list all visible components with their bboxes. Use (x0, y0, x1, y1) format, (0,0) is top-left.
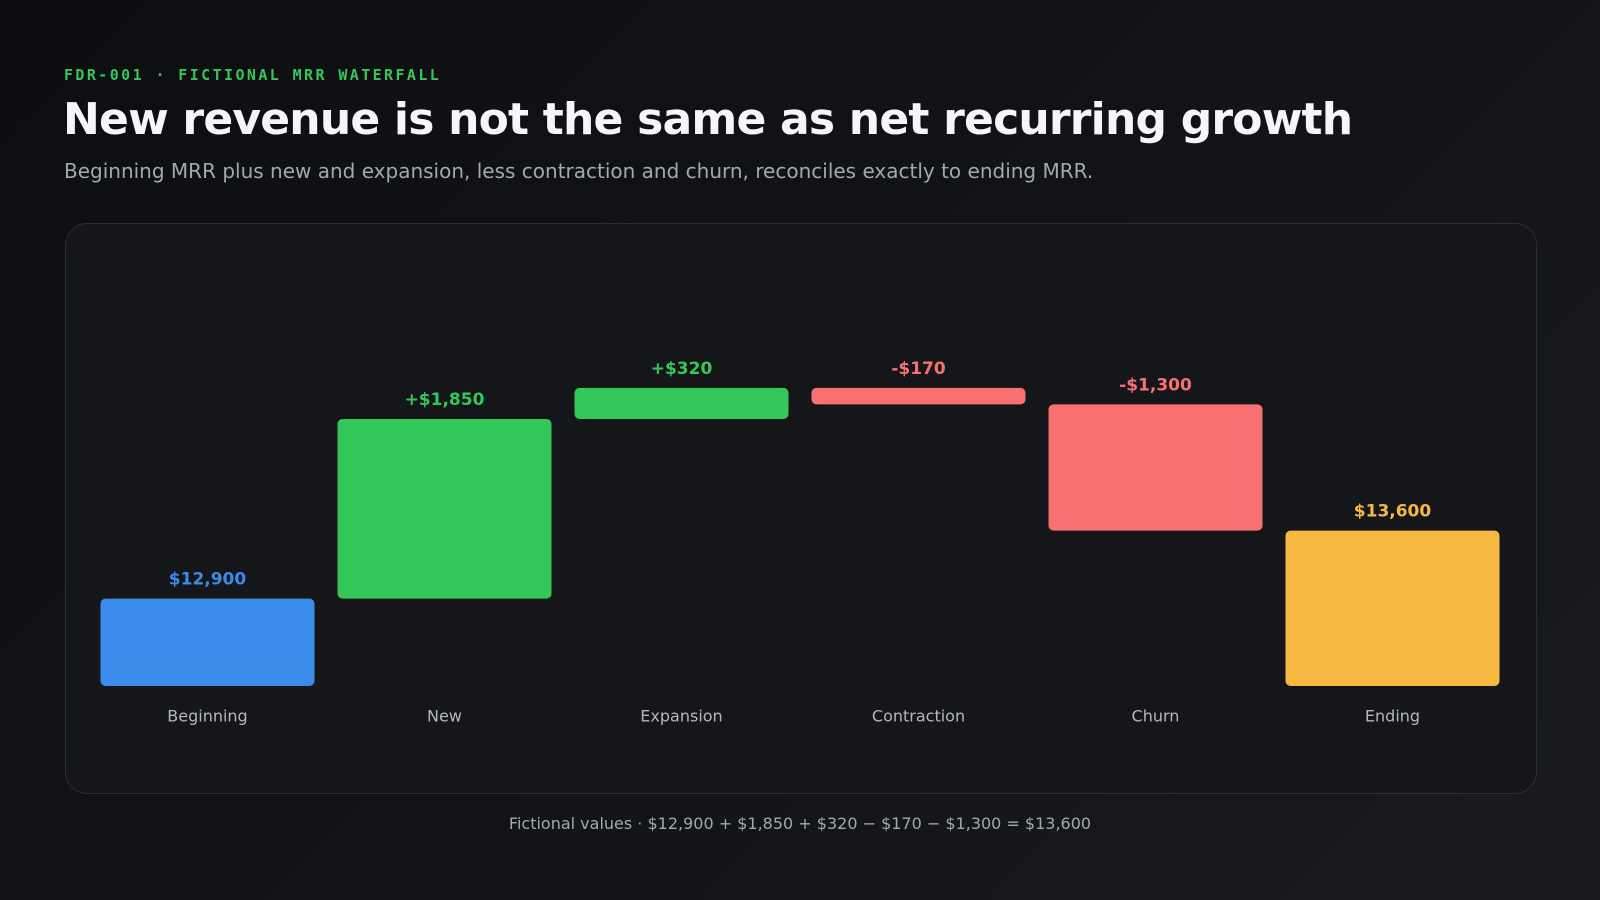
value-label: +$320 (651, 359, 713, 379)
bar (100, 598, 315, 686)
chart-title: New revenue is not the same as net recur… (63, 94, 1353, 145)
chart-subtitle: Beginning MRR plus new and expansion, le… (64, 159, 1094, 183)
x-tick-label: Beginning (167, 707, 247, 726)
x-tick-label: Expansion (640, 707, 722, 726)
bar (337, 418, 552, 599)
x-tick-label: Ending (1365, 707, 1420, 726)
bar (1048, 404, 1263, 531)
value-label: $12,900 (169, 570, 247, 590)
bar (574, 387, 789, 419)
value-label: -$1,300 (1119, 375, 1192, 395)
value-label: +$1,850 (405, 390, 485, 410)
value-label: $13,600 (1354, 502, 1432, 522)
footnote: Fictional values · $12,900 + $1,850 + $3… (508, 814, 1092, 833)
kicker: FDR-001 · FICTIONAL MRR WATERFALL (64, 66, 442, 84)
bar (811, 387, 1026, 405)
x-tick-label: Contraction (872, 707, 965, 726)
x-tick-label: New (427, 707, 462, 726)
bar (1285, 530, 1500, 686)
x-tick-label: Churn (1132, 707, 1180, 726)
chart-card (65, 223, 1537, 794)
value-label: -$170 (891, 359, 946, 379)
